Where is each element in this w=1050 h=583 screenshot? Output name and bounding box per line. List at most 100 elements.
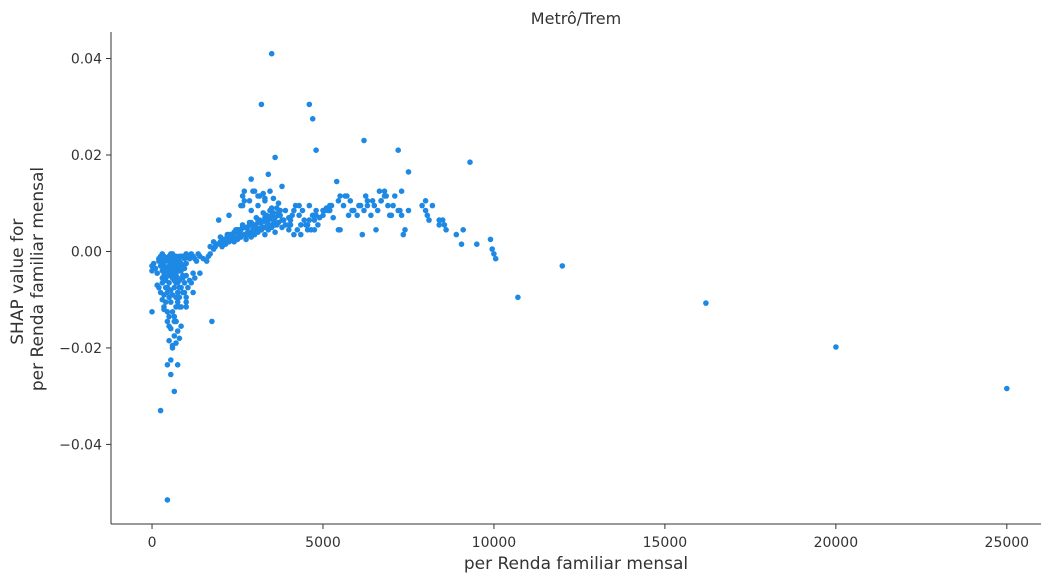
x-tick-label: 20000 bbox=[814, 535, 859, 551]
data-point bbox=[311, 217, 318, 223]
data-point bbox=[491, 251, 497, 257]
data-point bbox=[515, 294, 521, 301]
data-point bbox=[152, 265, 159, 272]
data-point bbox=[833, 344, 839, 350]
data-point bbox=[361, 137, 367, 144]
data-point bbox=[279, 217, 285, 223]
data-point bbox=[489, 246, 496, 252]
data-point bbox=[282, 207, 289, 214]
y-axis-label: SHAP value for per Renda familiar mensal bbox=[8, 167, 48, 391]
data-point bbox=[703, 300, 709, 306]
data-point bbox=[164, 497, 171, 503]
data-point bbox=[251, 188, 258, 194]
data-point bbox=[453, 231, 460, 238]
data-point bbox=[173, 280, 179, 286]
data-point bbox=[325, 207, 331, 214]
data-point bbox=[287, 222, 294, 228]
y-axis-ticks: 0.04 0.02 0.00 −0.02 −0.04 bbox=[59, 52, 111, 453]
y-tick-label: −0.04 bbox=[59, 437, 102, 453]
data-point bbox=[164, 284, 171, 291]
data-point bbox=[378, 198, 384, 204]
data-point bbox=[174, 362, 181, 368]
data-point bbox=[364, 202, 371, 209]
data-point bbox=[272, 229, 278, 235]
data-point bbox=[239, 202, 246, 209]
data-point bbox=[265, 222, 272, 228]
data-point bbox=[164, 362, 171, 368]
data-point bbox=[361, 207, 367, 214]
data-point bbox=[193, 258, 200, 264]
data-point bbox=[168, 299, 174, 305]
data-point bbox=[311, 227, 318, 233]
data-point bbox=[245, 229, 251, 235]
data-point bbox=[181, 265, 188, 272]
data-point bbox=[296, 202, 302, 209]
data-point bbox=[286, 227, 292, 233]
data-point bbox=[298, 231, 304, 238]
data-point bbox=[169, 342, 176, 349]
data-point bbox=[246, 198, 253, 204]
data-point bbox=[398, 212, 405, 219]
data-point bbox=[304, 227, 311, 233]
data-point bbox=[265, 171, 272, 178]
data-point bbox=[422, 207, 429, 214]
data-point bbox=[301, 217, 308, 223]
data-point bbox=[229, 234, 236, 240]
y-tick-label: −0.02 bbox=[59, 341, 102, 357]
data-point bbox=[173, 270, 179, 277]
data-point bbox=[559, 263, 566, 269]
data-point bbox=[371, 202, 378, 209]
data-point bbox=[340, 202, 347, 209]
data-point bbox=[171, 318, 178, 325]
data-point bbox=[272, 154, 278, 161]
data-point bbox=[320, 212, 326, 219]
data-point bbox=[345, 212, 352, 219]
data-point bbox=[386, 212, 393, 219]
data-point bbox=[398, 188, 405, 194]
data-point bbox=[174, 299, 181, 305]
data-point bbox=[333, 178, 340, 185]
data-point bbox=[243, 236, 249, 243]
x-tick-label: 0 bbox=[148, 535, 157, 551]
data-point bbox=[162, 299, 169, 305]
data-point bbox=[395, 147, 402, 153]
data-point bbox=[381, 188, 388, 194]
data-point bbox=[241, 188, 248, 194]
data-point bbox=[169, 309, 176, 315]
data-point bbox=[458, 241, 465, 247]
data-point bbox=[203, 258, 210, 264]
data-point bbox=[335, 227, 342, 233]
y-tick-label: 0.04 bbox=[71, 52, 102, 68]
data-point bbox=[166, 270, 172, 277]
data-point bbox=[255, 193, 261, 199]
data-point bbox=[248, 176, 254, 182]
data-point bbox=[467, 159, 473, 165]
data-point bbox=[306, 217, 313, 223]
data-point bbox=[405, 207, 412, 214]
data-point bbox=[156, 284, 162, 291]
data-point bbox=[176, 335, 183, 342]
data-point bbox=[359, 231, 366, 238]
data-point bbox=[369, 198, 376, 204]
data-point bbox=[176, 304, 183, 310]
data-point bbox=[441, 222, 448, 228]
data-point bbox=[215, 217, 222, 223]
data-point bbox=[390, 202, 396, 209]
data-point bbox=[289, 212, 296, 219]
data-point bbox=[168, 325, 174, 332]
data-point bbox=[376, 188, 383, 194]
data-point bbox=[156, 255, 162, 262]
data-point bbox=[492, 255, 499, 262]
data-point bbox=[397, 207, 403, 214]
data-point bbox=[168, 357, 174, 363]
data-point bbox=[243, 224, 249, 231]
data-point bbox=[309, 212, 316, 219]
data-point bbox=[277, 207, 284, 214]
data-point bbox=[168, 371, 174, 378]
data-point bbox=[197, 270, 203, 277]
data-point bbox=[150, 260, 157, 267]
data-point bbox=[275, 200, 282, 206]
chart-title: Metrô/Trem bbox=[531, 9, 621, 28]
data-point bbox=[176, 265, 183, 272]
data-point bbox=[241, 198, 248, 204]
